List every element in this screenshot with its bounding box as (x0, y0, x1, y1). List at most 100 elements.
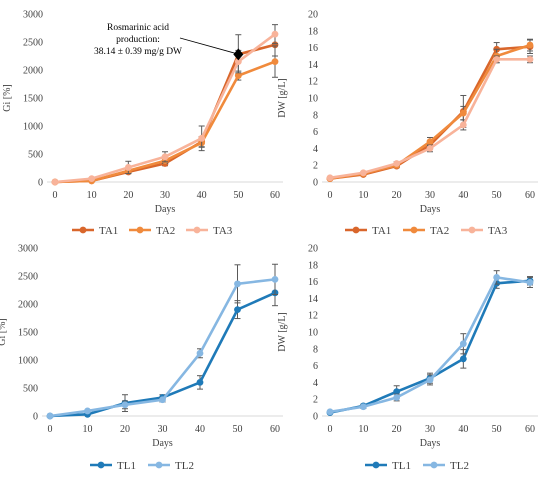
y-axis-title: DW [g/L] (277, 78, 288, 118)
y-tick-label: 6 (313, 127, 318, 138)
data-point (459, 340, 467, 348)
legend-marker (352, 226, 360, 234)
x-tick-label: 0 (48, 424, 53, 435)
data-point (426, 376, 434, 384)
y-tick-label: 2000 (18, 300, 38, 311)
x-tick-label: 30 (158, 424, 168, 435)
x-axis-title: Days (152, 438, 173, 449)
legend-item-TA2: TA2 (129, 225, 175, 237)
legend-label: TL1 (117, 460, 136, 472)
chart-1: 0 500 1000 1500 2000 2500 3000 0 10 20 30 40 50 60 Day… (2, 10, 283, 237)
data-point (124, 164, 132, 171)
data-point (159, 396, 166, 404)
data-point (326, 408, 334, 416)
x-tick-label: 30 (425, 190, 435, 201)
legend-item-TL1: TL1 (365, 460, 411, 472)
y-axis-title: DW [g/L] (277, 312, 288, 352)
legend-marker (430, 461, 438, 469)
series-line (329, 58, 530, 180)
data-point (161, 153, 169, 161)
data-point (234, 280, 241, 288)
y-tick-label: 0 (38, 178, 43, 189)
x-tick-label: 50 (492, 424, 502, 435)
data-point (271, 275, 279, 283)
y-tick-label: 10 (308, 328, 318, 339)
y-tick-label: 1500 (23, 94, 43, 105)
legend-label: TL2 (175, 460, 194, 472)
legend-item-TL1: TL1 (90, 460, 136, 472)
legend-item-TA1: TA1 (345, 225, 391, 237)
y-tick-label: 4 (313, 378, 318, 389)
legend-label: TA1 (372, 225, 391, 237)
legend-marker (155, 461, 163, 469)
x-tick-label: 40 (458, 424, 468, 435)
x-tick-label: 40 (195, 424, 205, 435)
legend-marker (79, 226, 87, 234)
data-point (271, 30, 279, 38)
annotation-text: production: (116, 35, 160, 45)
legend-marker (193, 226, 201, 234)
x-tick-label: 0 (328, 424, 333, 435)
y-tick-label: 14 (308, 294, 318, 305)
data-point (426, 145, 434, 152)
data-point (84, 407, 91, 415)
data-point (196, 379, 204, 386)
series-line (329, 43, 531, 180)
x-tick-label: 40 (458, 190, 468, 201)
data-point (526, 41, 534, 49)
data-point (121, 401, 129, 409)
y-tick-label: 20 (308, 10, 318, 21)
data-point (88, 175, 96, 183)
y-tick-label: 0 (33, 412, 38, 423)
data-point (459, 355, 467, 363)
chart-4: 0 2 4 6 8 10 12 14 16 18 20 0 10 20 30 40 50 60 Days DW [g/… (277, 244, 538, 472)
y-tick-label: 10 (308, 94, 318, 105)
chart-2: 0 2 4 6 8 10 12 14 16 18 20 0 10 20 30 40 50 60 Days DW [g/… (277, 10, 538, 237)
y-axis-title: Gi [%] (2, 84, 13, 112)
data-point (359, 169, 367, 177)
data-point (493, 274, 501, 281)
y-tick-label: 8 (313, 344, 318, 355)
data-point (46, 412, 54, 420)
y-tick-label: 2 (313, 395, 318, 406)
x-tick-label: 60 (270, 424, 280, 435)
y-tick-label: 12 (308, 311, 318, 322)
series-line (329, 45, 531, 180)
series-TL1 (326, 276, 534, 417)
legend-label: TA3 (213, 225, 233, 237)
series-TA3 (51, 24, 279, 186)
x-tick-label: 20 (123, 190, 133, 201)
y-tick-label: 8 (313, 110, 318, 121)
annotation-text: Rosmarinic acid (107, 23, 169, 33)
annotation-leader-line (179, 37, 236, 54)
series-line (329, 279, 531, 414)
x-tick-label: 50 (233, 424, 243, 435)
y-axis-title: Gi [%] (0, 318, 8, 346)
y-tick-label: 500 (28, 150, 43, 161)
legend-item-TA3: TA3 (461, 225, 508, 237)
legend-marker (97, 461, 105, 469)
x-tick-label: 20 (120, 424, 130, 435)
series-TL2 (46, 263, 279, 420)
data-point (271, 41, 279, 49)
data-point (196, 349, 204, 357)
data-point (198, 134, 206, 142)
y-tick-label: 16 (308, 277, 318, 288)
y-tick-label: 2 (313, 161, 318, 172)
x-axis-title: Days (155, 204, 176, 215)
x-tick-label: 30 (425, 424, 435, 435)
x-tick-label: 10 (358, 190, 368, 201)
y-tick-label: 14 (308, 60, 318, 71)
annotation-text: 38.14 ± 0.39 mg/g DW (94, 47, 182, 57)
y-tick-label: 6 (313, 361, 318, 372)
x-tick-label: 20 (392, 190, 402, 201)
series-TL2 (326, 270, 534, 416)
legend-label: TA3 (488, 225, 508, 237)
x-axis-title: Days (420, 204, 441, 215)
y-tick-label: 1000 (18, 356, 38, 367)
legend-label: TL2 (450, 460, 469, 472)
data-point (526, 55, 534, 63)
legend-marker (468, 226, 476, 234)
y-tick-label: 18 (308, 26, 318, 37)
legend-label: TA2 (430, 225, 449, 237)
